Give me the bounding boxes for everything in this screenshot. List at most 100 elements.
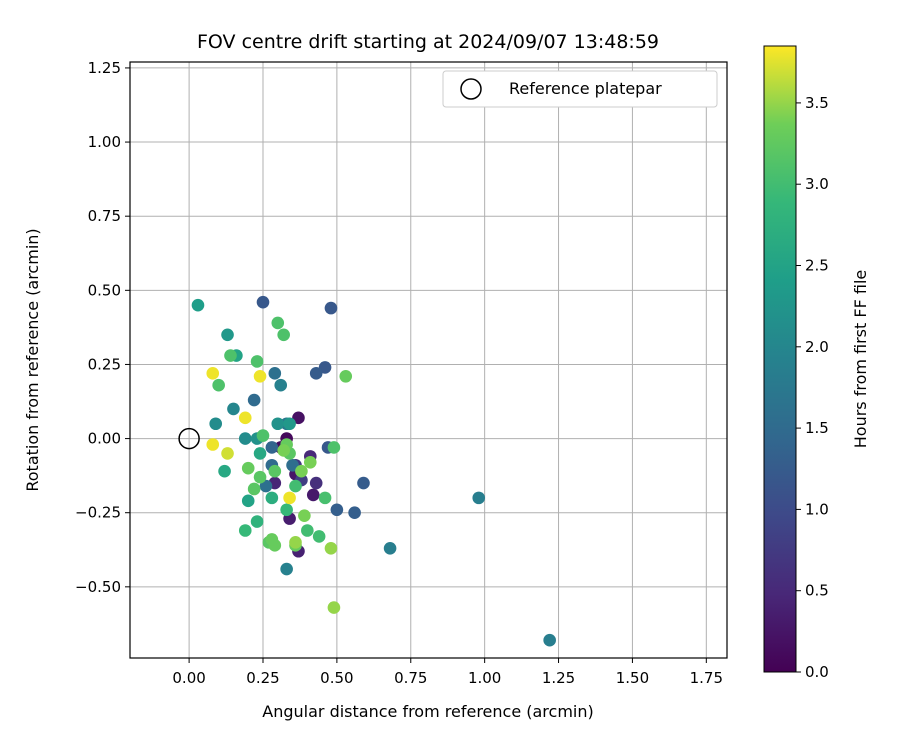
legend-marker — [460, 78, 482, 100]
data-point — [309, 476, 323, 490]
x-tick-label: 0.25 — [246, 669, 279, 687]
x-tick-label: 1.75 — [690, 669, 723, 687]
data-point — [330, 503, 344, 517]
data-point — [265, 533, 279, 546]
data-point — [218, 464, 231, 478]
data-point — [306, 488, 320, 502]
data-point — [318, 491, 332, 505]
x-tick-label: 0.75 — [394, 669, 427, 687]
data-point — [283, 417, 296, 431]
data-point — [206, 367, 220, 380]
colorbar: 0.0 0.5 1.0 1.5 2.0 2.5 3.0 3.5 Hours from firs… — [763, 45, 870, 681]
colorbar-tick-label: 2.5 — [805, 257, 829, 275]
colorbar-tick-label: 0.5 — [805, 582, 829, 600]
data-point — [253, 447, 267, 460]
x-axis-label: Angular distance from reference (arcmin) — [262, 702, 593, 721]
legend: Reference platepar — [442, 70, 718, 108]
data-point — [238, 524, 252, 537]
data-point — [238, 411, 252, 425]
data-point — [292, 411, 305, 425]
data-point — [265, 441, 279, 454]
colorbar-tick-label: 2.0 — [805, 338, 829, 356]
colorbar-tick-label: 1.5 — [805, 419, 829, 437]
data-point — [241, 461, 255, 475]
y-tick-label: 1.25 — [88, 59, 121, 77]
colorbar-tick-label: 3.0 — [805, 175, 829, 193]
data-point — [253, 470, 267, 484]
data-point — [224, 349, 237, 362]
y-tick-label: 0.00 — [88, 430, 121, 448]
y-tick-label: −0.50 — [75, 578, 121, 596]
data-point — [283, 491, 296, 505]
data-point — [543, 633, 556, 647]
x-tick-label: 0.50 — [320, 669, 353, 687]
data-point — [259, 479, 273, 493]
y-tick-label: 0.25 — [88, 355, 121, 373]
data-point — [238, 432, 252, 445]
data-point — [280, 562, 293, 576]
y-axis-ticks: −0.50 −0.25 0.00 0.25 0.50 0.75 1.00 1.25 — [75, 59, 130, 596]
data-point — [268, 464, 282, 478]
data-point — [212, 378, 225, 392]
colorbar-label: Hours from first FF file — [851, 270, 870, 449]
data-point — [301, 524, 314, 537]
data-point — [256, 429, 270, 442]
data-point — [256, 295, 270, 309]
data-point — [271, 417, 285, 431]
plot-frame — [129, 61, 728, 659]
plot-area — [130, 62, 727, 658]
x-tick-label: 1.50 — [616, 669, 649, 687]
data-point — [289, 479, 302, 493]
data-point — [472, 491, 486, 505]
x-tick-label: 1.25 — [542, 669, 575, 687]
data-point — [324, 541, 338, 555]
y-tick-label: −0.25 — [75, 504, 121, 522]
x-tick-label: 0.00 — [172, 669, 205, 687]
data-point — [309, 367, 323, 380]
data-point — [357, 476, 370, 490]
data-point — [241, 494, 255, 508]
data-point — [327, 601, 341, 614]
colorbar-gradient — [763, 45, 797, 673]
data-point — [206, 438, 220, 451]
data-point — [289, 536, 302, 549]
data-point — [327, 441, 341, 454]
data-point — [209, 417, 223, 431]
data-point — [265, 491, 279, 505]
colorbar-ticks: 0.0 0.5 1.0 1.5 2.0 2.5 3.0 3.5 — [796, 94, 829, 681]
reference-platepar-marker — [178, 427, 200, 450]
data-point — [277, 328, 290, 342]
data-point — [295, 464, 308, 478]
grid — [130, 62, 727, 658]
data-point — [312, 530, 326, 543]
data-points — [191, 295, 556, 647]
data-point — [271, 316, 285, 330]
y-tick-label: 0.75 — [88, 207, 121, 225]
data-point — [253, 370, 267, 383]
data-point — [221, 328, 234, 342]
data-point — [318, 361, 332, 374]
data-point — [324, 301, 338, 315]
data-point — [191, 298, 205, 312]
data-point — [286, 458, 299, 472]
y-tick-label: 0.50 — [88, 281, 121, 299]
data-point — [274, 378, 288, 392]
data-point — [268, 367, 282, 380]
colorbar-tick-label: 3.5 — [805, 94, 829, 112]
data-point — [247, 393, 261, 407]
colorbar-tick-label: 1.0 — [805, 500, 829, 518]
data-point — [339, 370, 353, 383]
data-point — [250, 515, 264, 528]
data-point — [250, 355, 264, 368]
data-point — [348, 506, 361, 520]
legend-label: Reference platepar — [509, 79, 662, 98]
colorbar-tick-label: 0.0 — [805, 663, 829, 681]
x-axis-ticks: 0.00 0.25 0.50 0.75 1.00 1.25 1.50 1.75 — [172, 658, 723, 687]
data-point — [303, 455, 317, 469]
data-point — [227, 402, 240, 416]
x-tick-label: 1.00 — [468, 669, 501, 687]
data-point — [383, 541, 397, 555]
y-tick-label: 1.00 — [88, 133, 121, 151]
y-axis-label: Rotation from reference (arcmin) — [23, 228, 42, 491]
